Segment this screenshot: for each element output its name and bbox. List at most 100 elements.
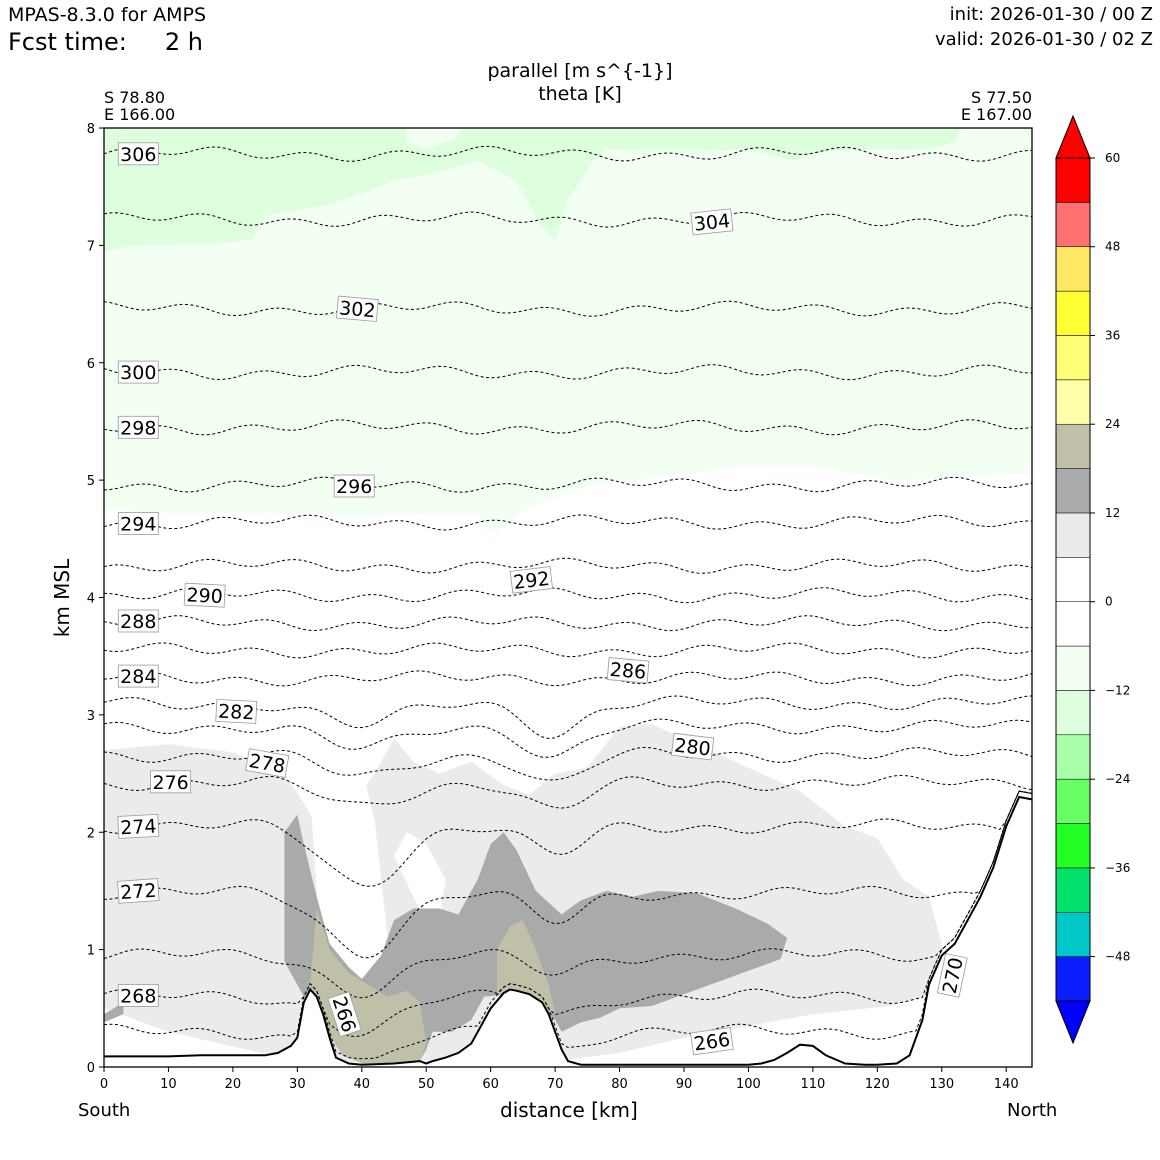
contour-label-text: 292: [512, 568, 551, 594]
contour-label-box: [183, 582, 226, 608]
theta-contour-line: [104, 615, 1032, 632]
theta-contour-line: [104, 774, 1032, 809]
colorbar-segment: [1055, 912, 1091, 957]
plot-title-field: parallel [m s^{-1}]: [487, 60, 673, 82]
contour-label-box: [150, 770, 192, 794]
y-axis-label: km MSL: [50, 558, 74, 638]
forecast-time-value: 2 h: [164, 28, 203, 56]
contour-label-box: [117, 984, 159, 1007]
contour-label-text: 300: [120, 362, 156, 384]
x-tick-label: 110: [800, 1077, 825, 1092]
theta-contours: [104, 145, 1032, 1060]
colorbar-segment: [1055, 690, 1091, 736]
contour-label-text: 290: [186, 584, 223, 608]
colorbar-segment: [1055, 823, 1091, 869]
contour-label-text: 282: [218, 700, 255, 724]
colorbar-over-arrow: [1055, 114, 1091, 159]
start-coordinates: S 78.80 E 166.00: [104, 89, 175, 123]
contour-label-text: 280: [673, 734, 712, 760]
colorbar-tick-label: 12: [1105, 506, 1120, 520]
contour-label: 284: [117, 664, 159, 688]
colorbar-tick-label: 48: [1105, 240, 1120, 254]
x-tick-label: 10: [160, 1077, 177, 1092]
model-title: MPAS-8.3.0 for AMPS: [8, 4, 207, 26]
north-label: North: [1007, 1100, 1058, 1121]
contour-label: 286: [606, 657, 650, 684]
theta-contour-line: [104, 557, 1032, 574]
contour-label-text: 286: [609, 659, 647, 684]
contour-label-box: [117, 512, 159, 535]
plot-title-contour: theta [K]: [538, 83, 622, 105]
y-tick-label: 7: [87, 239, 95, 254]
y-tick-label: 4: [87, 592, 95, 607]
x-tick-label: 20: [225, 1077, 242, 1092]
start-lon: E 166.00: [104, 105, 176, 124]
y-tick-label: 5: [87, 474, 95, 489]
contour-label-text: 304: [693, 210, 731, 236]
colorbar-tick-label: −24: [1105, 772, 1130, 786]
contour-label: 302: [336, 295, 379, 322]
contour-label: 288: [117, 609, 159, 633]
colorbar-segment: [1055, 468, 1091, 514]
contour-label-text: 268: [120, 985, 156, 1007]
theta-contour-line: [104, 145, 1032, 162]
contour-label-box: [117, 142, 159, 166]
colorbar-segment: [1055, 335, 1091, 381]
forecast-time: Fcst time: 2 h: [8, 28, 203, 56]
end-lon: E 167.00: [960, 105, 1032, 124]
contour-label-box: [327, 991, 362, 1038]
x-axis-label: distance [km]: [500, 1098, 638, 1122]
contour-label: 294: [117, 512, 159, 536]
colorbar-tick-label: −12: [1105, 683, 1130, 697]
contour-label-text: 272: [120, 880, 158, 904]
x-tick-label: 0: [100, 1077, 108, 1092]
x-tick-label: 30: [289, 1077, 306, 1092]
colorbar-frame: [1055, 157, 1091, 1002]
contour-label-box: [245, 748, 290, 778]
contour-label-box: [117, 360, 159, 384]
x-tick-label: 100: [736, 1077, 761, 1092]
y-tick-label: 2: [87, 826, 95, 841]
colorbar-segment: [1055, 512, 1091, 558]
x-tick-label: 140: [994, 1077, 1019, 1092]
x-tick-label: 130: [929, 1077, 954, 1092]
colorbar-segment: [1055, 956, 1091, 1002]
field-region-grey: [104, 1002, 124, 1023]
contour-label-box: [117, 813, 160, 839]
contour-label-box: [670, 732, 715, 761]
y-tick-label: 6: [87, 357, 95, 372]
contour-label: 296: [333, 474, 375, 498]
theta-contour-line: [104, 718, 1032, 758]
x-tick-label: 80: [611, 1077, 628, 1092]
field-band-green: [104, 128, 962, 252]
contour-label: 292: [509, 566, 554, 594]
y-axis: 0 1 2 3 4 5 6 7 8: [87, 122, 104, 1076]
contour-label-text: 296: [336, 476, 372, 498]
contour-label-text: 302: [338, 297, 376, 322]
contour-label-box: [117, 609, 159, 633]
colorbar-segment: [1055, 557, 1091, 602]
contour-label-text: 298: [120, 417, 156, 439]
colorbar-segment: [1055, 867, 1091, 913]
contour-label-box: [117, 415, 159, 439]
contour-label: 270: [936, 953, 968, 998]
colorbar-segment: [1055, 645, 1091, 691]
theta-contour-line: [104, 790, 1032, 999]
contour-label-box: [333, 474, 375, 498]
x-tick-label: 90: [676, 1077, 693, 1092]
colorbar-segment: [1055, 202, 1091, 247]
contour-label-box: [336, 295, 379, 322]
theta-contour-line: [104, 746, 1032, 781]
contour-label: 304: [690, 208, 734, 236]
colorbar-segment: [1055, 379, 1091, 425]
start-lat: S 78.80: [104, 88, 166, 107]
contour-label-text: 284: [120, 666, 156, 688]
theta-contour-line: [104, 300, 1032, 317]
init-time: init: 2026-01-30 / 00 Z: [949, 4, 1153, 25]
contour-label: 306: [117, 142, 159, 166]
colorbar-segment: [1055, 423, 1091, 469]
theta-contour-line: [104, 670, 1032, 687]
contour-label: 266: [690, 1027, 734, 1056]
theta-contour-line: [104, 695, 1032, 740]
